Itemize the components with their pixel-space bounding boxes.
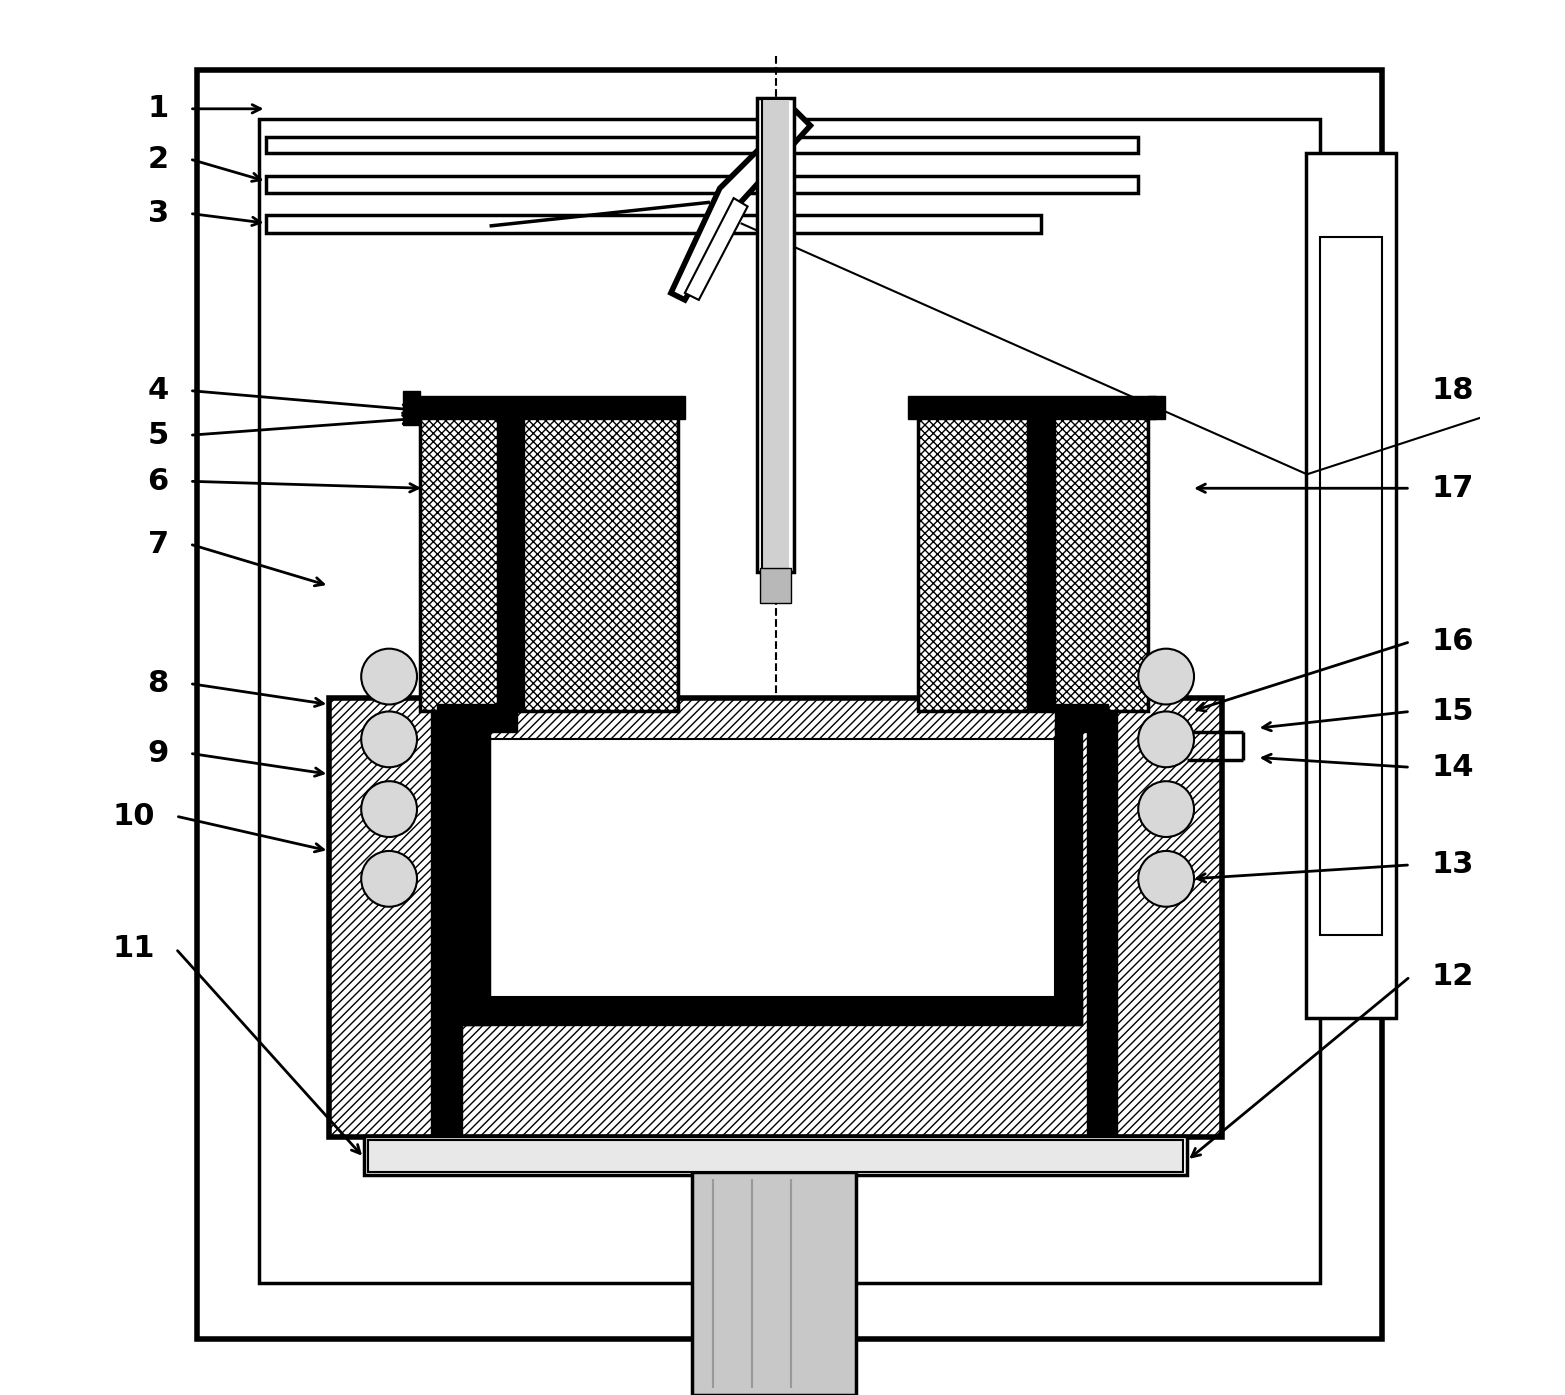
Text: 13: 13 [1430,851,1474,879]
Circle shape [362,649,416,704]
Bar [917,412,1149,711]
Bar [266,215,1041,233]
Bar [266,137,1138,153]
Text: 10: 10 [113,802,155,830]
Bar [490,739,1055,997]
Text: 3: 3 [147,199,169,227]
Text: 4: 4 [147,377,169,405]
Text: 17: 17 [1430,474,1474,502]
Circle shape [1138,649,1194,704]
Bar [419,412,678,711]
Text: 1: 1 [147,95,169,123]
Text: 12: 12 [1430,963,1474,990]
Text: 14: 14 [1430,753,1474,781]
Bar [762,100,789,568]
Text: 2: 2 [147,145,169,173]
Bar [260,119,1319,1283]
Bar [757,98,793,572]
Text: 8: 8 [147,670,169,698]
Bar [692,1172,856,1395]
Circle shape [1138,711,1194,767]
Circle shape [362,711,416,767]
Bar [437,704,518,732]
Bar [462,725,490,1025]
Text: 11: 11 [113,935,155,963]
Text: 9: 9 [147,739,169,767]
Circle shape [362,851,416,907]
Text: 18: 18 [1430,377,1474,405]
Bar [365,1136,1186,1175]
Polygon shape [685,198,748,300]
Bar [1305,153,1396,1018]
Bar [266,176,1138,193]
Bar [197,70,1382,1339]
Bar [404,391,419,425]
Bar [430,704,462,1137]
Bar [496,412,524,711]
Bar [368,1140,1183,1172]
Circle shape [1138,781,1194,837]
Polygon shape [671,112,811,300]
Text: 15: 15 [1430,698,1474,725]
Text: 16: 16 [1430,628,1474,656]
Bar [413,396,685,418]
Bar [1319,237,1382,935]
Bar [1027,412,1055,711]
Bar [1086,704,1117,1137]
Text: 6: 6 [147,467,169,495]
Bar [908,396,1157,418]
Circle shape [362,781,416,837]
Text: 5: 5 [147,421,169,449]
Bar [761,568,790,603]
Circle shape [1138,851,1194,907]
Bar [329,698,1222,1137]
Bar [462,997,1083,1025]
Bar [1149,396,1164,418]
Bar [1055,725,1083,1025]
Bar [1055,704,1108,732]
Text: 7: 7 [147,530,169,558]
